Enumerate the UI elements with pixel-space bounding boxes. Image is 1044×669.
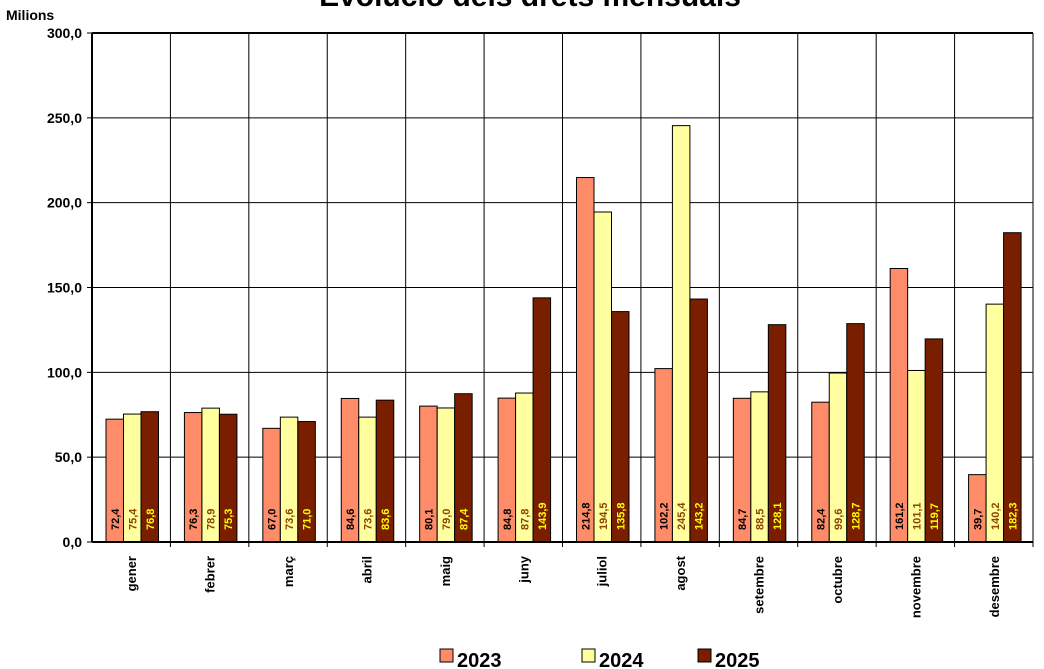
data-label: 102,2 (659, 502, 671, 530)
data-label: 140,2 (990, 502, 1002, 530)
data-label: 84,7 (737, 509, 749, 530)
data-label: 87,4 (458, 508, 470, 530)
legend: 2023 2024 2025 (439, 648, 760, 669)
x-tick-label: octubre (830, 556, 845, 604)
legend-label: 2024 (599, 650, 644, 669)
data-label: 182,3 (1007, 502, 1019, 530)
data-label: 128,7 (851, 502, 863, 530)
y-axis-unit-label: Milions (6, 7, 54, 23)
data-label: 143,2 (694, 502, 706, 530)
data-label: 84,6 (345, 509, 357, 530)
bar-2025-desembre (1003, 232, 1022, 543)
legend-label: 2025 (715, 650, 760, 669)
data-label: 101,1 (911, 502, 923, 530)
data-label: 194,5 (598, 502, 610, 530)
x-tick-label: maig (438, 556, 453, 586)
data-label: 67,0 (267, 509, 279, 530)
data-label: 82,4 (816, 508, 828, 530)
data-label: 39,7 (972, 509, 984, 530)
data-label: 75,3 (223, 509, 235, 530)
data-label: 214,8 (580, 502, 592, 530)
bar-2024-agost (671, 125, 691, 543)
x-tick-label: desembre (987, 556, 1002, 617)
legend-swatch (581, 648, 596, 663)
data-label: 143,9 (537, 502, 549, 530)
y-tick-label: 300,0 (47, 25, 82, 41)
data-label: 76,8 (145, 509, 157, 530)
y-tick-labels: 0,0 50,0 100,0 150,0 200,0 250,0 300,0 (47, 25, 82, 550)
data-label: 73,6 (284, 509, 296, 530)
data-label: 161,2 (894, 502, 906, 530)
data-label: 80,1 (423, 509, 435, 530)
y-tick-label: 0,0 (63, 534, 83, 550)
x-tick-label: gener (124, 556, 139, 591)
x-tick-label: febrer (203, 556, 218, 593)
legend-swatch (697, 648, 712, 663)
bar-2024-juliol (593, 211, 612, 543)
chart-title: Evolució dels drets mensuals (319, 0, 741, 13)
data-label: 78,9 (206, 509, 218, 530)
data-label: 119,7 (929, 503, 941, 530)
x-tick-label: abril (359, 556, 374, 583)
x-tick-label: novembre (908, 556, 923, 618)
data-label: 76,3 (188, 509, 200, 530)
data-label: 71,0 (302, 509, 314, 530)
axes (87, 32, 1034, 547)
x-tick-labels: gener febrer març abril maig juny juliol agost s… (124, 555, 1002, 618)
bars (105, 125, 1022, 543)
y-tick-label: 250,0 (47, 110, 82, 126)
data-labels: 72,4 75,4 76,8 76,3 78,9 75,3 67,0 73,6 71,0 84,6… (110, 502, 1020, 530)
x-tick-label: juliol (595, 556, 610, 587)
x-tick-label: març (281, 556, 296, 587)
x-tick-label: juny (516, 555, 531, 583)
data-label: 75,4 (127, 508, 139, 530)
data-label: 245,4 (676, 502, 688, 530)
x-tick-label: agost (673, 555, 688, 590)
data-label: 128,1 (772, 502, 784, 530)
data-label: 99,6 (833, 509, 845, 530)
x-tick-label: setembre (752, 556, 767, 614)
legend-label: 2023 (457, 650, 502, 669)
data-label: 84,8 (502, 509, 514, 530)
data-label: 135,8 (615, 502, 627, 530)
data-label: 73,6 (363, 509, 375, 530)
data-label: 88,5 (755, 509, 767, 530)
bar-2023-juliol (576, 177, 595, 543)
bar-2023-desembre (968, 474, 987, 543)
data-label: 72,4 (110, 508, 122, 530)
data-label: 87,8 (519, 509, 531, 530)
data-label: 79,0 (441, 509, 453, 530)
y-tick-label: 150,0 (47, 280, 82, 296)
data-label: 83,6 (380, 509, 392, 530)
y-tick-label: 200,0 (47, 195, 82, 211)
legend-swatch (439, 648, 454, 663)
y-tick-label: 100,0 (47, 364, 82, 380)
bar-2023-novembre (889, 267, 909, 543)
y-tick-label: 50,0 (55, 449, 82, 465)
